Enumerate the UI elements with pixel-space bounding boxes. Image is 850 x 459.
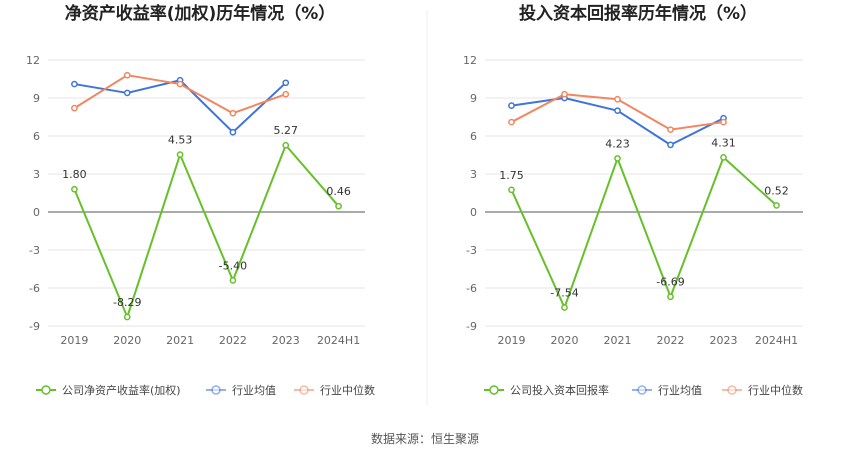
data-label: 4.31 xyxy=(711,136,736,149)
legend-item: 行业中位数 xyxy=(722,383,803,397)
data-point xyxy=(667,126,674,134)
data-point xyxy=(71,104,78,112)
data-point xyxy=(123,313,131,321)
y-tick-label: 9 xyxy=(33,92,40,105)
data-point xyxy=(176,80,184,88)
data-point xyxy=(614,107,621,115)
data-point xyxy=(614,95,621,103)
data-source: 数据来源：恒生聚源 xyxy=(371,431,479,446)
y-tick-label: 3 xyxy=(470,168,477,181)
legend-item: 行业均值 xyxy=(206,384,276,397)
legend-swatch-marker xyxy=(41,385,51,395)
y-tick-label: 12 xyxy=(26,54,40,67)
legend-label: 公司净资产收益率(加权) xyxy=(62,383,181,397)
x-tick-label: 2024H1 xyxy=(317,334,360,347)
data-label: -7.54 xyxy=(550,287,578,300)
series-line-0 xyxy=(510,156,778,309)
data-point xyxy=(720,118,727,126)
y-tick-label: -6 xyxy=(466,282,477,295)
data-point xyxy=(176,151,184,158)
y-tick-label: 12 xyxy=(463,54,477,67)
data-point xyxy=(508,102,515,109)
data-label: -5.40 xyxy=(219,259,247,272)
series-line-0 xyxy=(73,144,340,319)
x-tick-label: 2020 xyxy=(113,334,141,347)
legend-swatch-marker xyxy=(299,385,309,395)
data-point xyxy=(282,90,290,98)
y-tick-label: 6 xyxy=(33,130,40,143)
legend-item: 公司投入资本回报率 xyxy=(484,383,609,397)
y-tick-label: 0 xyxy=(33,206,40,219)
legend-item: 行业中位数 xyxy=(294,383,375,397)
y-tick-label: -9 xyxy=(466,320,477,333)
legend-swatch-marker xyxy=(489,385,499,395)
data-point xyxy=(508,118,515,126)
legend-swatch-marker xyxy=(211,385,221,395)
data-point xyxy=(71,80,78,88)
chart-title: 净资产收益率(加权)历年情况（%） xyxy=(65,3,336,24)
legend-label: 行业中位数 xyxy=(748,383,803,397)
x-tick-label: 2024H1 xyxy=(755,334,798,347)
data-label: 4.53 xyxy=(168,134,193,147)
legend-label: 行业均值 xyxy=(658,384,702,397)
data-label: 0.52 xyxy=(764,184,789,197)
y-tick-label: -9 xyxy=(29,320,40,333)
x-tick-label: 2023 xyxy=(272,334,300,347)
x-tick-label: 2021 xyxy=(604,334,632,347)
data-point xyxy=(561,90,568,98)
data-point xyxy=(335,202,342,210)
data-label: 0.46 xyxy=(326,185,351,198)
data-point xyxy=(614,155,621,162)
roe-chart-panel: 净资产收益率(加权)历年情况（%） 12 9 6 3 0 -3 -6 -9 2019 2020 202… xyxy=(26,3,375,397)
y-tick-label: 9 xyxy=(470,92,477,105)
data-point xyxy=(282,79,290,87)
data-point xyxy=(229,128,237,136)
data-label: 1.75 xyxy=(499,169,524,182)
data-point xyxy=(71,185,78,193)
x-tick-label: 2023 xyxy=(710,334,738,347)
x-tick-label: 2020 xyxy=(551,334,579,347)
y-tick-label: 6 xyxy=(470,130,477,143)
data-label: 5.27 xyxy=(274,124,299,137)
data-point xyxy=(229,109,237,117)
y-tick-label: 3 xyxy=(33,168,40,181)
y-tick-label: -3 xyxy=(29,244,40,257)
x-tick-label: 2019 xyxy=(60,334,88,347)
y-tick-label: -3 xyxy=(466,244,477,257)
data-point xyxy=(229,277,237,284)
data-label: -6.69 xyxy=(656,276,684,289)
y-tick-label: 0 xyxy=(470,206,477,219)
legend-label: 行业中位数 xyxy=(320,383,375,397)
chart-title: 投入资本回报率历年情况（%） xyxy=(519,3,757,24)
data-label: 1.80 xyxy=(62,168,87,181)
data-point xyxy=(123,89,131,97)
x-tick-label: 2021 xyxy=(166,334,194,347)
data-point xyxy=(508,186,515,194)
data-point xyxy=(720,154,727,161)
x-tick-label: 2022 xyxy=(219,334,247,347)
legend-label: 公司投入资本回报率 xyxy=(510,383,609,397)
legend-item: 行业均值 xyxy=(632,384,702,397)
legend-item: 公司净资产收益率(加权) xyxy=(36,383,181,397)
y-tick-label: -6 xyxy=(29,282,40,295)
data-point xyxy=(561,304,568,311)
x-tick-label: 2019 xyxy=(498,334,526,347)
x-tick-label: 2022 xyxy=(657,334,685,347)
data-point xyxy=(282,141,290,149)
legend-label: 行业均值 xyxy=(232,384,276,397)
legend-swatch-marker xyxy=(637,385,647,395)
data-point xyxy=(667,141,674,149)
data-point xyxy=(667,293,674,301)
roic-chart-panel: 投入资本回报率历年情况（%） 12 9 6 3 0 -3 -6 -9 2019 2020 2021 20… xyxy=(463,3,803,397)
data-label: -8.29 xyxy=(113,296,141,309)
legend-swatch-marker xyxy=(727,385,737,395)
data-point xyxy=(773,202,780,209)
data-label: 4.23 xyxy=(605,137,630,150)
data-point xyxy=(123,71,131,79)
